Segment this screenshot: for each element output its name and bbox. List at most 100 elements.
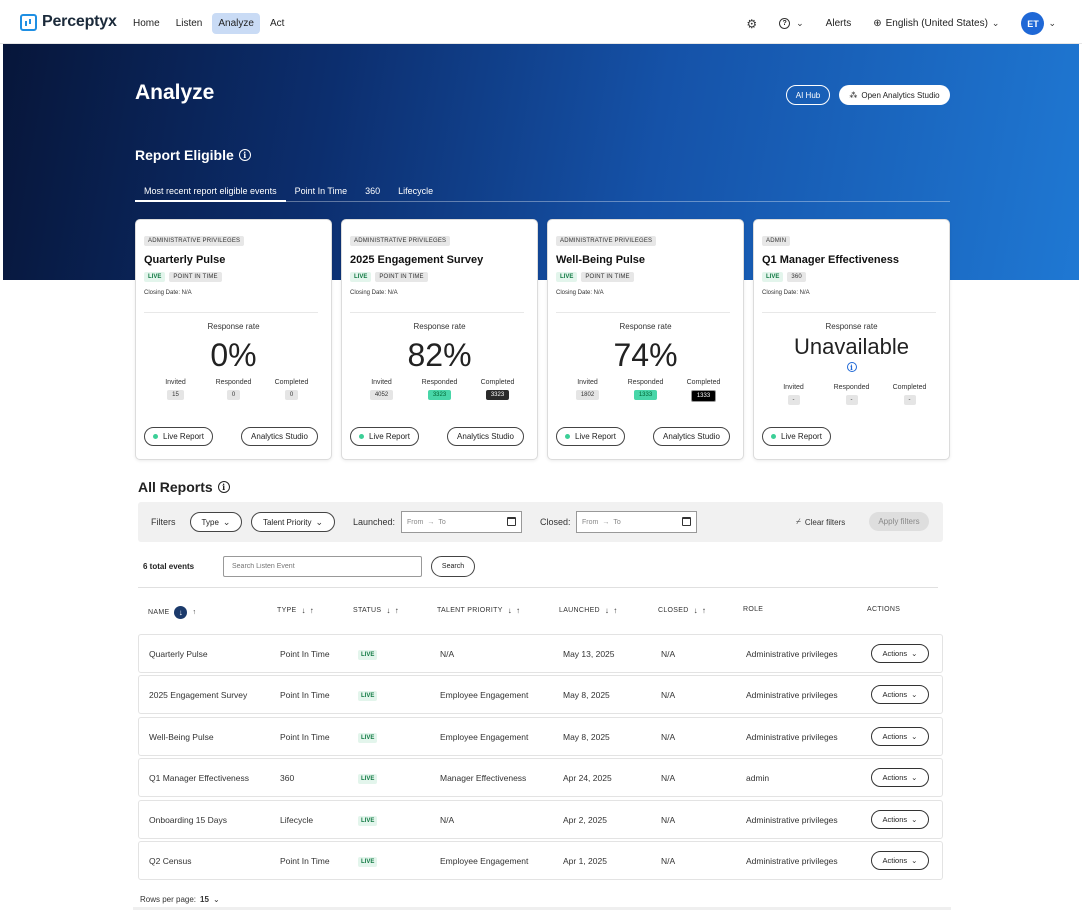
broom-icon: ⌿ xyxy=(796,517,801,526)
actions-dropdown-button[interactable]: Actions ⌄ xyxy=(871,768,929,787)
type-filter-dropdown[interactable]: Type ⌄ xyxy=(190,512,242,532)
responded-count: 0 xyxy=(226,390,241,400)
invited-count: 1802 xyxy=(575,390,600,400)
info-icon[interactable]: i xyxy=(846,362,857,372)
tab-lifecycle[interactable]: Lifecycle xyxy=(398,186,434,196)
completed-stat: Completed 1333 xyxy=(676,379,731,402)
alerts-link[interactable]: Alerts xyxy=(825,18,852,29)
column-header-type[interactable]: TYPE ↓ ↑ xyxy=(277,606,314,615)
actions-dropdown-button[interactable]: Actions ⌄ xyxy=(871,685,929,704)
row-type: 360 xyxy=(280,773,295,783)
live-report-label: Live Report xyxy=(781,432,822,441)
column-header-closed[interactable]: CLOSED ↓ ↑ xyxy=(658,606,706,615)
sort-descending-icon[interactable]: ↓ xyxy=(174,606,188,619)
sort-arrows-icon[interactable]: ↓ ↑ xyxy=(386,606,399,615)
nav-utilities: ⚙ ? ⌄ Alerts ⊕ English (United States) ⌄… xyxy=(746,12,1056,35)
live-report-button[interactable]: Live Report xyxy=(350,427,419,446)
response-rate-label: Response rate xyxy=(619,322,672,331)
event-tags: LIVE POINT IN TIME xyxy=(350,272,428,282)
actions-label: Actions xyxy=(882,732,908,741)
row-closed: N/A xyxy=(661,773,676,783)
info-icon[interactable]: i xyxy=(238,149,251,161)
sort-ascending-icon[interactable]: ↑ xyxy=(192,609,197,616)
role-badge: ADMINISTRATIVE PRIVILEGES xyxy=(556,236,657,246)
nav-listen[interactable]: Listen xyxy=(175,18,203,29)
column-talent-priority-label: TALENT PRIORITY xyxy=(437,607,503,614)
row-name[interactable]: Onboarding 15 Days xyxy=(149,815,227,825)
tab-360[interactable]: 360 xyxy=(365,186,381,196)
info-icon[interactable]: i xyxy=(217,481,230,493)
user-menu[interactable]: ET ⌄ xyxy=(1021,12,1056,35)
table-row[interactable]: Quarterly Pulse Point In Time LIVE N/A M… xyxy=(138,634,943,673)
column-header-launched[interactable]: LAUNCHED ↓ ↑ xyxy=(559,606,618,615)
event-title: Quarterly Pulse xyxy=(144,254,226,266)
card-divider xyxy=(762,312,936,313)
event-tags: LIVE POINT IN TIME xyxy=(144,272,222,282)
analytics-studio-button[interactable]: Analytics Studio xyxy=(653,427,730,446)
live-report-button[interactable]: Live Report xyxy=(556,427,625,446)
calendar-icon[interactable] xyxy=(682,517,691,526)
row-type: Point In Time xyxy=(280,690,330,700)
table-row[interactable]: Q2 Census Point In Time LIVE Employee En… xyxy=(138,841,943,880)
settings-gear-icon[interactable]: ⚙ xyxy=(746,16,758,31)
sort-arrows-icon[interactable]: ↓ ↑ xyxy=(604,606,618,615)
sort-arrows-icon[interactable]: ↓ ↑ xyxy=(693,606,707,615)
language-selector[interactable]: ⊕ English (United States) ⌄ xyxy=(873,18,999,29)
clear-filters-button[interactable]: ⌿ Clear filters xyxy=(796,517,845,527)
live-report-button[interactable]: Live Report xyxy=(144,427,213,446)
column-header-role: ROLE xyxy=(743,606,764,613)
date-from-placeholder: From xyxy=(407,518,424,526)
actions-dropdown-button[interactable]: Actions ⌄ xyxy=(871,810,929,829)
response-rate-label: Response rate xyxy=(825,322,878,331)
actions-dropdown-button[interactable]: Actions ⌄ xyxy=(871,644,929,663)
column-header-talent-priority[interactable]: TALENT PRIORITY ↓ ↑ xyxy=(437,606,520,615)
table-row[interactable]: Q1 Manager Effectiveness 360 LIVE Manage… xyxy=(138,758,943,797)
search-input[interactable] xyxy=(223,556,422,577)
tab-point-in-time[interactable]: Point In Time xyxy=(294,186,348,196)
nav-home[interactable]: Home xyxy=(133,18,160,29)
open-analytics-studio-button[interactable]: ⁂ Open Analytics Studio xyxy=(839,85,950,105)
sort-arrows-icon[interactable]: ↓ ↑ xyxy=(507,606,521,615)
table-row[interactable]: 2025 Engagement Survey Point In Time LIV… xyxy=(138,675,943,714)
event-tags: LIVE 360 xyxy=(762,272,806,282)
analytics-studio-button[interactable]: Analytics Studio xyxy=(241,427,318,446)
event-title: 2025 Engagement Survey xyxy=(350,254,484,266)
column-header-name[interactable]: NAME ↓ ↑ xyxy=(148,606,196,619)
apply-filters-button[interactable]: Apply filters xyxy=(869,512,929,531)
analytics-studio-button[interactable]: Analytics Studio xyxy=(447,427,524,446)
search-button[interactable]: Search xyxy=(431,556,475,577)
row-name[interactable]: 2025 Engagement Survey xyxy=(149,690,248,700)
type-badge: POINT IN TIME xyxy=(169,272,222,282)
calendar-icon[interactable] xyxy=(507,517,516,526)
row-name[interactable]: Q1 Manager Effectiveness xyxy=(149,773,250,783)
brand-logo[interactable]: Perceptyx xyxy=(20,13,117,31)
tab-most-recent[interactable]: Most recent report eligible events xyxy=(135,182,286,202)
row-name[interactable]: Q2 Census xyxy=(149,856,192,866)
live-report-button[interactable]: Live Report xyxy=(762,427,831,446)
nav-analyze[interactable]: Analyze xyxy=(212,13,260,34)
closed-label: Closed: xyxy=(540,517,571,527)
actions-label: Actions xyxy=(882,649,908,658)
column-header-status[interactable]: STATUS ↓ ↑ xyxy=(353,606,399,615)
ai-hub-button[interactable]: AI Hub xyxy=(786,85,830,105)
card-actions: Live Report Analytics Studio xyxy=(350,427,524,446)
sort-arrows-icon[interactable]: ↓ ↑ xyxy=(301,606,315,615)
row-name[interactable]: Well-Being Pulse xyxy=(149,732,214,742)
actions-dropdown-button[interactable]: Actions ⌄ xyxy=(871,727,929,746)
help-menu[interactable]: ? ⌄ xyxy=(779,18,804,29)
event-card: ADMINISTRATIVE PRIVILEGES Well-Being Pul… xyxy=(547,219,744,460)
table-row[interactable]: Onboarding 15 Days Lifecycle LIVE N/A Ap… xyxy=(138,800,943,839)
responded-stat: Responded 0 xyxy=(206,379,261,400)
row-name[interactable]: Quarterly Pulse xyxy=(149,649,208,659)
talent-priority-filter-dropdown[interactable]: Talent Priority ⌄ xyxy=(251,512,335,532)
response-stats: Invited 1802 Responded 1333 Completed 13… xyxy=(560,379,731,402)
chevron-down-icon: ⌄ xyxy=(222,516,231,527)
rows-per-page-control[interactable]: Rows per page: 15 ⌄ xyxy=(140,895,220,904)
launched-date-range-input[interactable]: From → To xyxy=(401,511,522,533)
actions-dropdown-button[interactable]: Actions ⌄ xyxy=(871,851,929,870)
status-badge: LIVE xyxy=(556,272,578,282)
closed-date-range-input[interactable]: From → To xyxy=(576,511,697,533)
table-row[interactable]: Well-Being Pulse Point In Time LIVE Empl… xyxy=(138,717,943,756)
row-talent-priority: Employee Engagement xyxy=(440,856,529,866)
nav-act[interactable]: Act xyxy=(269,18,285,29)
